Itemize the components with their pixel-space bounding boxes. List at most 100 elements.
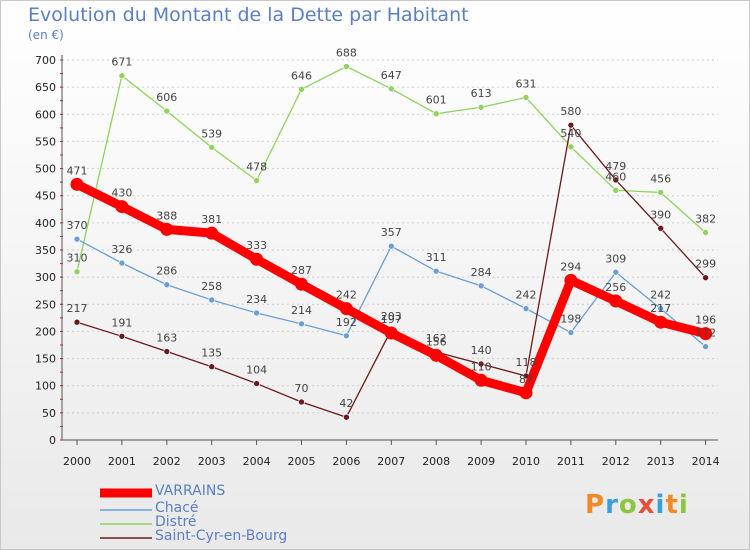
data-label: 203 <box>381 310 402 323</box>
data-point <box>609 294 623 308</box>
data-label: 284 <box>471 266 492 279</box>
data-point <box>118 72 126 80</box>
x-tick-label: 2006 <box>332 455 360 468</box>
data-point <box>432 110 440 118</box>
data-label: 460 <box>605 170 626 183</box>
data-label: 430 <box>111 187 132 200</box>
data-point <box>702 343 709 350</box>
data-point <box>163 348 171 355</box>
y-tick-label: 300 <box>35 271 56 284</box>
data-label: 217 <box>650 302 671 315</box>
data-point <box>339 302 353 316</box>
data-label: 118 <box>516 356 537 369</box>
data-label: 647 <box>381 69 402 82</box>
data-point <box>567 121 575 129</box>
data-label: 309 <box>605 252 626 265</box>
data-label: 156 <box>426 335 447 348</box>
y-tick-label: 650 <box>35 81 56 94</box>
data-point <box>343 63 350 70</box>
data-label: 162 <box>426 332 447 345</box>
data-label: 286 <box>156 265 177 278</box>
data-point <box>73 268 81 276</box>
grid <box>62 59 718 441</box>
y-tick-label: 400 <box>35 217 56 230</box>
data-label: 234 <box>246 293 267 306</box>
data-point <box>564 273 578 287</box>
data-point <box>657 305 665 312</box>
data-point <box>208 363 215 371</box>
y-tick-label: 0 <box>49 434 56 447</box>
data-point <box>387 85 395 93</box>
x-tick-label: 2001 <box>108 455 136 468</box>
data-label: 104 <box>246 364 267 377</box>
data-label: 631 <box>516 77 537 90</box>
data-label: 198 <box>560 313 581 326</box>
y-tick-label: 100 <box>35 380 56 393</box>
data-label: 540 <box>560 127 581 140</box>
data-point <box>298 320 305 328</box>
data-point <box>477 360 485 368</box>
unit-label: (en €) <box>28 28 64 42</box>
data-label: 580 <box>560 105 581 118</box>
data-label: 357 <box>381 226 402 239</box>
data-point <box>477 282 485 290</box>
data-labels: 471 430 388 381 333 287 242 197 156 110 87 294 256 21… <box>67 47 717 411</box>
data-point <box>295 277 308 291</box>
data-label: 135 <box>201 347 222 360</box>
legend-label: Chacé <box>155 500 199 516</box>
x-tick-label: 2007 <box>377 455 405 468</box>
y-tick-label: 600 <box>35 108 56 121</box>
data-label: 613 <box>471 87 492 100</box>
x-tick-label: 2000 <box>63 455 91 468</box>
data-point <box>519 386 533 400</box>
data-point <box>522 94 530 101</box>
proxiti-logo: Proxiti <box>585 490 689 520</box>
y-tick-label: 250 <box>35 298 56 311</box>
data-point <box>118 333 126 340</box>
data-label: 163 <box>156 332 177 345</box>
data-point <box>163 107 171 115</box>
y-tick-label: 150 <box>35 353 56 366</box>
data-point <box>432 267 440 275</box>
data-label: 310 <box>67 252 88 265</box>
data-point <box>384 326 398 340</box>
data-label: 191 <box>111 316 132 329</box>
data-label: 110 <box>471 360 492 373</box>
chart-title: Evolution du Montant de la Dette par Hab… <box>28 4 469 26</box>
x-tick-label: 2012 <box>602 455 630 468</box>
y-tick-label: 450 <box>35 190 56 203</box>
data-label: 381 <box>201 213 222 226</box>
data-point <box>163 281 171 289</box>
data-label: 258 <box>201 280 222 293</box>
data-point <box>387 242 395 250</box>
data-point <box>567 143 575 151</box>
data-label: 456 <box>650 172 671 185</box>
legend-label: Saint-Cyr-en-Bourg <box>155 528 288 544</box>
data-label: 172 <box>695 327 716 340</box>
data-label: 140 <box>471 344 492 357</box>
data-label: 242 <box>650 289 671 302</box>
data-point <box>298 86 305 93</box>
data-label: 197 <box>381 313 402 326</box>
data-point <box>73 235 81 243</box>
x-tick-label: 2005 <box>288 455 316 468</box>
data-label: 242 <box>516 289 537 302</box>
data-label: 390 <box>650 208 671 221</box>
data-label: 646 <box>291 69 312 82</box>
data-label: 671 <box>111 56 132 69</box>
data-label: 242 <box>336 289 357 302</box>
data-point <box>253 309 260 317</box>
data-point <box>208 144 215 151</box>
data-point <box>654 315 668 329</box>
data-label: 471 <box>67 164 88 177</box>
data-label: 606 <box>156 91 177 104</box>
data-point <box>73 318 81 326</box>
data-label: 333 <box>246 239 267 252</box>
data-point <box>429 348 443 362</box>
legend-label: Distré <box>155 514 197 530</box>
data-point <box>298 398 305 406</box>
data-point <box>115 200 129 214</box>
x-tick-label: 2014 <box>692 455 720 468</box>
